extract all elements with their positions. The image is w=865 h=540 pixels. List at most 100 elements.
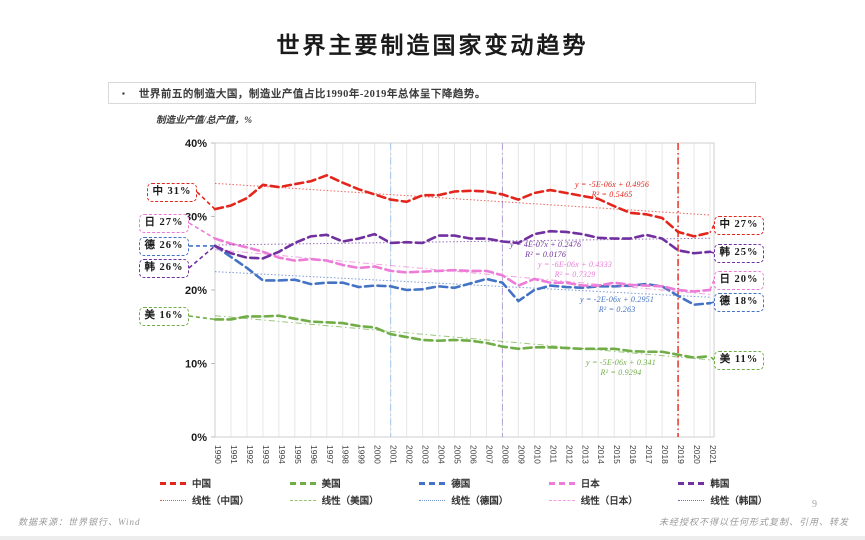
legend: 中国 线性（中国） 美国 线性（美国） 德国 线性（德国） 日本 线性（日本） 韩国 线性（韩国） [160,476,808,510]
end-label-日本: 日 20% [714,271,764,290]
label-leader-韩国 [709,251,715,254]
label-leader-日本 [709,279,715,291]
y-tick-label: 0% [191,432,207,444]
x-tick-label: 1994 [277,445,287,464]
legend-trend-label: 线性（韩国） [710,497,768,507]
x-tick-label: 1997 [325,445,335,464]
legend-label: 韩国 [710,480,730,490]
x-tick-label: 2019 [676,445,686,464]
x-tick-label: 2001 [389,445,399,464]
trendline-中国 [214,182,711,216]
trend-equation-中国: y = -5E-06x + 0.4956 R² = 0.5465 [575,180,650,199]
legend-item-德国: 德国 线性（德国） [419,476,549,510]
slide-bottom-bar [0,536,865,540]
label-leader-中国 [709,224,715,234]
trend-equation-美国: y = -5E-06x + 0.341 R² = 0.9294 [586,358,656,377]
start-label-中国: 中 31% [147,183,197,202]
x-tick-label: 2006 [468,445,478,464]
x-tick-label: 2004 [437,445,447,464]
legend-trend-swatch-美国 [289,499,316,501]
x-tick-label: 1995 [293,445,303,464]
x-tick-label: 1990 [213,445,223,464]
series-line-日本 [213,237,712,293]
legend-trend-label: 线性（日本） [580,497,638,507]
start-label-韩国: 韩 26% [139,259,189,278]
x-tick-label: 2016 [628,445,638,464]
label-leader-美国 [709,355,715,361]
legend-trend-label: 线性（德国） [451,497,509,507]
series-line-中国 [213,173,712,238]
x-tick-label: 2007 [484,445,494,464]
legend-trend-swatch-中国 [160,499,186,501]
legend-trend-label: 线性（中国） [192,497,250,507]
x-tick-label: 1993 [261,445,271,464]
legend-label: 日本 [580,480,600,490]
x-tick-label: 2015 [612,445,622,464]
legend-trend-swatch-日本 [548,499,575,501]
chart-area: 0% 10% 20% 30% 40% 1990 1991 1992 1993 1994 1995 19… [139,130,790,476]
legend-item-中国: 中国线性（中国） [160,476,290,510]
label-leader-美国 [188,315,216,321]
x-tick-label: 2018 [660,445,670,464]
legend-trend-swatch-德国 [419,499,446,501]
legend-swatch-韩国 [678,481,705,485]
trendline-美国 [214,315,711,361]
bullet-marker-icon: ▪ [122,88,125,98]
x-tick-label: 2002 [405,445,415,464]
legend-swatch-美国 [289,481,316,485]
x-tick-label: 2021 [708,445,718,464]
legend-swatch-中国 [160,481,186,485]
end-label-美国: 美 11% [714,351,764,370]
x-tick-label: 2010 [532,445,542,464]
start-label-日本: 日 27% [139,214,189,233]
x-tick-label: 1996 [309,445,319,464]
x-tick-label: 2014 [596,445,606,464]
legend-trend-label: 线性（美国） [321,497,379,507]
x-tick-label: 2005 [453,445,463,464]
x-tick-label: 2013 [580,445,590,464]
x-tick-label: 2011 [548,445,558,464]
bullet-text: 世界前五的制造大国，制造业产值占比1990年-2019年总体呈下降趋势。 [138,88,486,100]
series-line-韩国 [213,229,712,260]
x-tick-label: 2009 [516,445,526,464]
trend-equation-韩国: y = 4E-07x + 0.2476 R² = 0.0176 [510,240,582,259]
label-leader-日本 [188,222,216,240]
x-tick-label: 1991 [229,445,239,464]
legend-item-美国: 美国线性（美国） [289,476,420,510]
trendline-韩国 [214,237,711,246]
trendline-德国 [214,271,711,298]
legend-trend-swatch-韩国 [678,499,705,501]
end-label-德国: 德 18% [714,293,764,312]
legend-label: 美国 [321,480,341,490]
x-tick-label: 2017 [644,445,654,464]
trendline-日本 [214,249,711,295]
series-line-德国 [213,244,712,307]
legend-swatch-日本 [548,481,575,485]
x-tick-label: 2008 [500,445,510,464]
legend-item-日本: 日本线性（日本） [548,476,679,510]
start-label-德国: 德 26% [139,237,189,256]
page-number: 9 [812,499,817,510]
x-tick-label: 2012 [564,445,574,464]
y-tick-label: 40% [185,138,207,150]
trend-equation-日本: y = -6E-06x + 0.4333 R² = 0.7329 [538,260,613,279]
x-tick-label: 2000 [373,445,383,464]
label-leader-韩国 [188,245,216,269]
x-tick-label: 2020 [692,445,702,464]
trend-equation-德国: y = -2E-06x + 0.2951 R² = 0.263 [580,295,655,314]
series-line-美国 [213,314,712,359]
y-tick-label: 20% [185,285,207,297]
chart-svg: 0% 10% 20% 30% 40% 1990 1991 1992 1993 1994 1995 19… [185,138,718,464]
x-tick-label: 1992 [245,445,255,464]
label-leader-中国 [196,191,216,210]
end-label-中国: 中 27% [714,216,764,235]
data-source-note: 数据来源：世界银行、Wind [18,517,141,527]
legend-label: 中国 [192,480,212,490]
end-label-韩国: 韩 25% [714,244,764,263]
legend-item-韩国: 韩国线性（韩国） [678,476,808,510]
legend-swatch-德国 [419,481,446,485]
x-tick-label: 2003 [421,445,431,464]
label-leader-德国 [709,301,715,304]
start-label-美国: 美 16% [139,307,189,326]
